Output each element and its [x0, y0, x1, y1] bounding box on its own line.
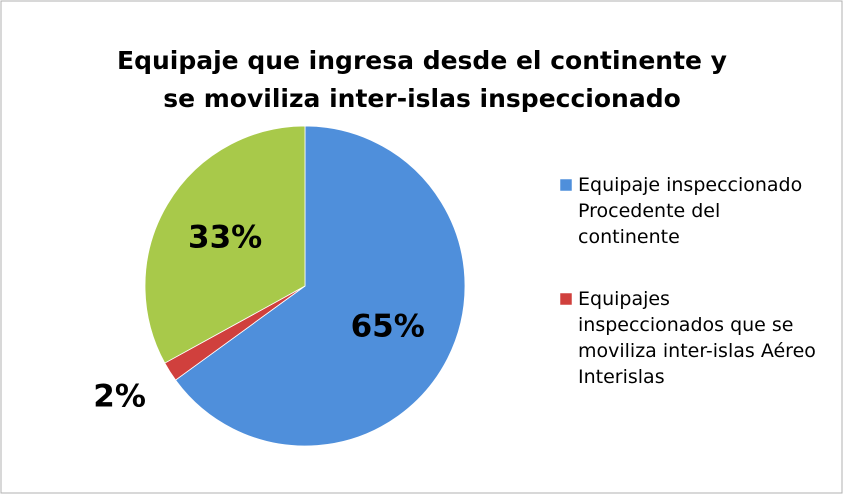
pie-slice [144, 125, 306, 364]
legend-label: Equipaje inspeccionado Procedente del cont… [578, 174, 802, 248]
value-label: 2% [93, 378, 146, 414]
legend-swatch [559, 178, 573, 192]
pie-slice [174, 125, 466, 447]
value-label: 33% [188, 219, 262, 255]
legend-label: Equipajes inspeccionados que se moviliza i… [578, 288, 816, 388]
legend-swatch [559, 292, 573, 306]
value-label: 65% [351, 309, 425, 345]
chart-title: Equipaje que ingresa desde el continente… [117, 46, 727, 113]
